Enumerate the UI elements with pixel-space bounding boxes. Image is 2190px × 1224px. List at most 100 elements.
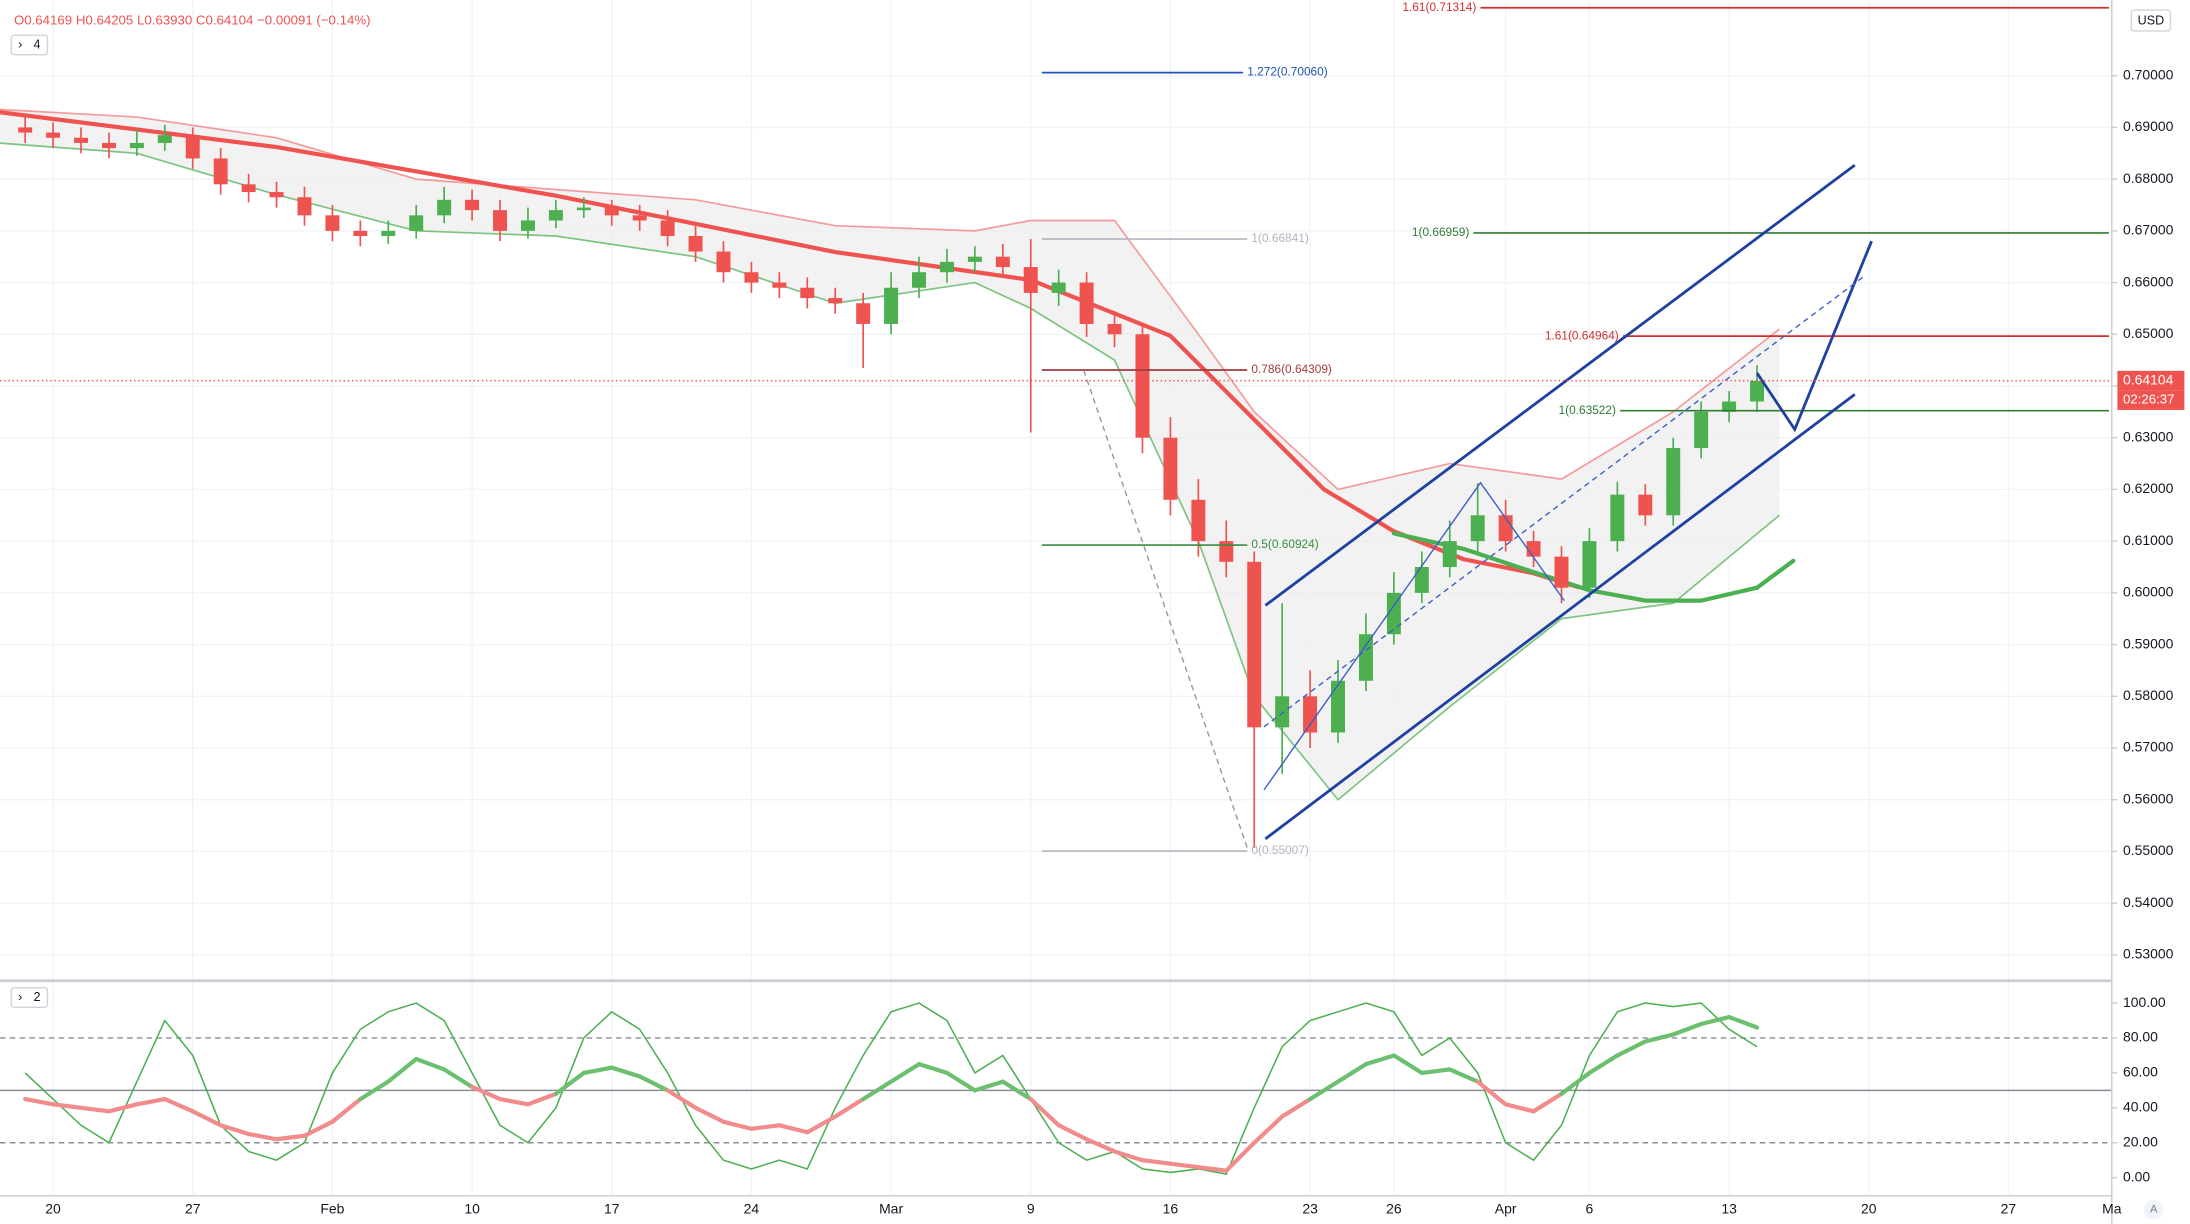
candle-body <box>1526 541 1541 557</box>
rsi-segment <box>274 1133 307 1142</box>
trendline <box>1263 275 1865 728</box>
band-fill <box>0 109 1780 800</box>
rsi-segment <box>469 1084 503 1102</box>
fib-label: 1(0.66841) <box>1251 231 1308 245</box>
x-tick-label: Ma <box>2102 1200 2122 1216</box>
candle-body <box>884 287 899 324</box>
rsi-segment <box>1531 1091 1564 1114</box>
trendline <box>1264 164 1856 607</box>
trendline <box>1263 481 1565 791</box>
rsi-segment <box>246 1131 279 1142</box>
rsi-segment <box>581 1065 614 1076</box>
plot-layer: 1.61(0.71314) 1.272(0.70060) 1(0.66841) 0.7… <box>0 0 2112 1176</box>
rsi-segment <box>833 1096 866 1119</box>
candle-body <box>1079 282 1094 324</box>
x-tick-label: Mar <box>879 1200 903 1216</box>
main-toggle[interactable] <box>10 34 49 56</box>
x-tick-label: 27 <box>185 1200 201 1216</box>
rsi-segment <box>1587 1053 1620 1076</box>
y-tick-label: 0.70000 <box>2123 66 2174 82</box>
auto-scale: A <box>2150 1204 2158 1216</box>
y-tick-label: 100.00 <box>2123 994 2166 1010</box>
x-tick-label: 6 <box>1586 1200 1594 1216</box>
rsi-segment <box>1056 1123 1089 1142</box>
y-tick-label: 60.00 <box>2123 1064 2158 1080</box>
countdown: 02:26:37 <box>2123 392 2175 407</box>
y-tick-label: 0.00 <box>2123 1168 2150 1184</box>
fib-label: 0.786(0.64309) <box>1251 362 1331 376</box>
rsi-segment <box>1140 1158 1173 1166</box>
rsi-segment <box>916 1062 950 1076</box>
y-tick-label: 80.00 <box>2123 1029 2158 1045</box>
rsi-segment <box>1335 1062 1369 1084</box>
x-tick-label: 26 <box>1386 1200 1402 1216</box>
candle-body <box>716 251 731 273</box>
x-tick-label: 17 <box>604 1200 620 1216</box>
fib-label: 0.5(0.60924) <box>1251 537 1318 551</box>
y-tick-label: 0.63000 <box>2123 428 2174 444</box>
rsi-segment <box>888 1062 922 1084</box>
candle-body <box>1219 541 1234 562</box>
rsi-segment <box>1307 1079 1341 1102</box>
candle-body <box>1247 561 1262 728</box>
candle-body <box>129 142 144 149</box>
rsi-segment <box>330 1096 363 1124</box>
candle-body <box>688 236 703 252</box>
y-tick-label: 0.61000 <box>2123 532 2174 548</box>
rsi-segment <box>1643 1032 1676 1044</box>
rsi-segment <box>1699 1014 1732 1027</box>
stoch-line <box>24 1002 1758 1176</box>
rsi-segment <box>23 1096 56 1107</box>
last-price-tag <box>2117 370 2185 391</box>
candle-body <box>660 220 675 237</box>
candle-body <box>74 137 88 143</box>
rsi-segment <box>1559 1070 1592 1096</box>
candle-body <box>465 199 480 211</box>
x-tick-label: 9 <box>1027 1200 1035 1216</box>
rsi-segment <box>162 1096 195 1114</box>
rsi-segment <box>134 1096 167 1107</box>
main-toggle-count: 4 <box>34 37 41 51</box>
candle-body <box>101 142 116 149</box>
auto-scale-button[interactable] <box>2143 1200 2164 1220</box>
candle-body <box>1442 541 1457 568</box>
candle-body <box>409 215 424 231</box>
rsi-segment <box>805 1114 838 1135</box>
fib-label: 1(0.66959) <box>1412 225 1469 239</box>
x-tick-label: 23 <box>1302 1200 1318 1216</box>
ohlc-legend: O0.64169 H0.64205 L0.63930 C0.64104 −0.0… <box>14 13 371 28</box>
rsi-segment <box>749 1123 782 1131</box>
y-tick-label: 0.57000 <box>2123 739 2174 755</box>
candle-body <box>1750 380 1765 402</box>
candle-body <box>185 135 200 159</box>
candle-body <box>1470 515 1485 542</box>
rsi-segment <box>414 1056 447 1072</box>
currency-button[interactable] <box>2130 9 2172 32</box>
currency: USD <box>2138 14 2165 28</box>
candle-body <box>1386 592 1401 635</box>
rsi-segment <box>497 1096 531 1107</box>
y-tick-label: 0.58000 <box>2123 687 2174 703</box>
candle-body <box>967 256 982 262</box>
rsi-segment <box>106 1102 139 1114</box>
candle-body <box>744 272 759 283</box>
y-tick-label: 0.54000 <box>2123 894 2174 910</box>
y-tick-label: 0.62000 <box>2123 480 2174 496</box>
rsi-segment <box>358 1079 391 1102</box>
candle-body <box>1107 323 1122 335</box>
candle-body <box>1275 696 1290 728</box>
y-tick-label: 0.60000 <box>2123 584 2174 600</box>
y-tick-label: 0.69000 <box>2123 118 2174 134</box>
oscillator-toggle-icon: › <box>18 990 22 1004</box>
trendline <box>1083 370 1248 849</box>
rsi-segment <box>609 1065 642 1079</box>
candle-body <box>520 220 535 231</box>
rsi-segment <box>665 1088 698 1110</box>
y-tick-label: 0.66000 <box>2123 273 2174 289</box>
rsi-segment <box>721 1119 754 1131</box>
y-tick-label: 0.67000 <box>2123 222 2174 238</box>
candle-body <box>1023 267 1038 293</box>
oscillator-toggle[interactable] <box>10 987 49 1008</box>
